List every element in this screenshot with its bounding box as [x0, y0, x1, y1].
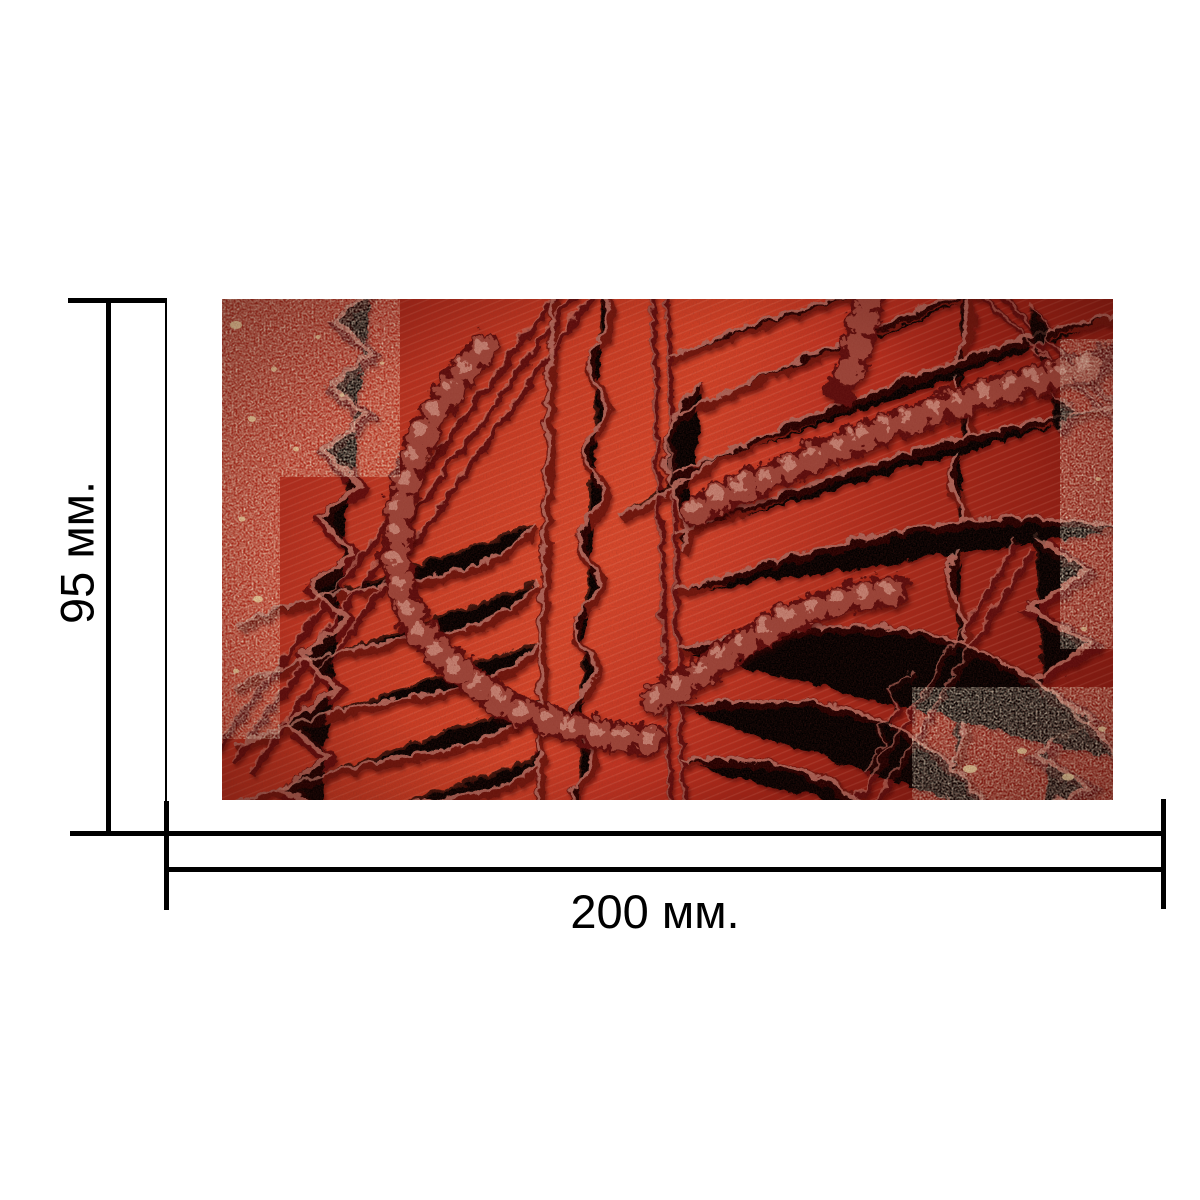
height-dimension-bottom-tick: [70, 831, 1166, 836]
embossed-texture-image: [222, 299, 1113, 800]
height-dimension-line: [106, 298, 111, 836]
height-dimension-top-tick: [68, 298, 167, 303]
width-dimension-line: [164, 867, 1166, 872]
width-dimension-label: 200 мм.: [570, 885, 740, 938]
height-dimension-label: 95 мм.: [50, 480, 104, 625]
left-extension-line: [165, 300, 167, 832]
width-dimension-left-tick: [164, 801, 169, 910]
product-photo: [222, 299, 1113, 800]
width-dimension-right-tick: [1161, 799, 1166, 909]
